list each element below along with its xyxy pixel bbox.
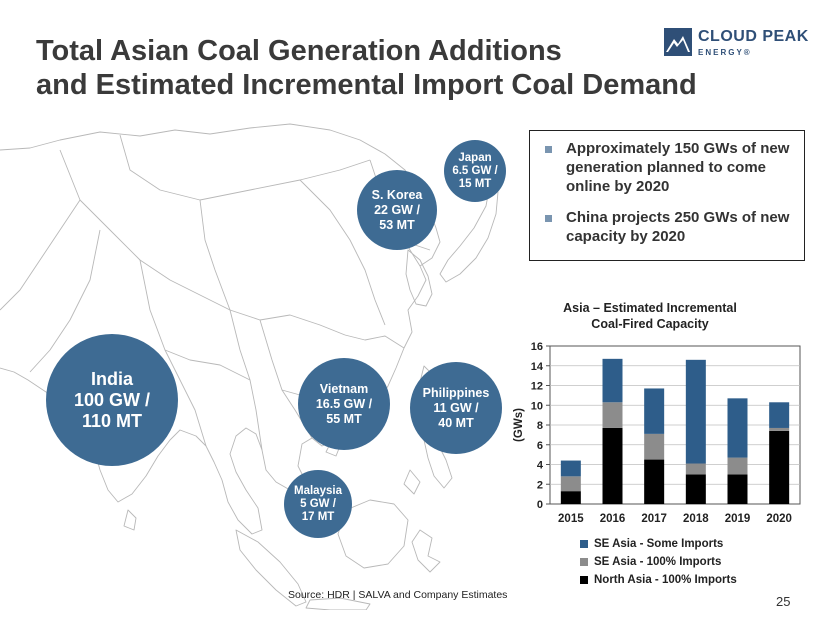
vietnam-name: Vietnam — [319, 381, 369, 396]
bar-segment — [769, 427, 790, 431]
y-tick-label: 4 — [537, 460, 544, 472]
x-tick-label: 2017 — [641, 513, 667, 525]
philippines-name: Philippines — [422, 385, 490, 400]
india-bubble: India 100 GW / 110 MT — [46, 334, 178, 466]
bar-segment — [685, 359, 706, 464]
x-tick-label: 2018 — [683, 513, 709, 525]
bar-segment — [560, 491, 581, 504]
bar-segment — [602, 358, 623, 403]
korea-bubble: S. Korea 22 GW / 53 MT — [357, 170, 437, 250]
bullet-square-icon — [545, 215, 552, 222]
y-tick-label: 0 — [537, 499, 543, 511]
borneo-outline — [337, 499, 409, 569]
y-axis-label: (GWs) — [513, 408, 525, 442]
bar-segment — [560, 476, 581, 492]
y-tick-label: 2 — [537, 479, 543, 491]
bar-segment — [602, 427, 623, 504]
mountain-logo-icon — [664, 28, 692, 56]
bar-segment — [769, 430, 790, 504]
korea-mt: 53 MT — [379, 217, 415, 232]
slide-title: Total Asian Coal Generation Additions an… — [36, 34, 806, 102]
bar-segment — [727, 398, 748, 458]
chart-legend: SE Asia - Some Imports SE Asia - 100% Im… — [580, 535, 737, 589]
slide-title-line-2: and Estimated Incremental Import Coal De… — [36, 69, 697, 101]
sri-lanka-outline — [123, 509, 137, 531]
bullet-text: Approximately 150 GWs of new generation … — [566, 140, 790, 195]
legend-item: SE Asia - 100% Imports — [580, 553, 737, 571]
x-tick-label: 2019 — [725, 513, 751, 525]
bar-segment — [727, 457, 748, 475]
x-tick-label: 2016 — [600, 513, 626, 525]
legend-swatch — [580, 540, 588, 548]
legend-item: SE Asia - Some Imports — [580, 535, 737, 553]
bar-segment — [602, 402, 623, 428]
philippines-mt: 40 MT — [438, 415, 474, 430]
x-tick-label: 2015 — [558, 513, 584, 525]
y-tick-label: 6 — [537, 440, 543, 452]
vietnam-mt: 55 MT — [326, 411, 362, 426]
vietnam-gw: 16.5 GW / — [315, 396, 373, 411]
malaysia-name: Malaysia — [294, 484, 342, 497]
y-tick-label: 12 — [531, 381, 543, 393]
japan-outline — [439, 169, 499, 283]
india-mt: 110 MT — [81, 410, 143, 431]
philippines-gw: 11 GW / — [433, 400, 479, 415]
logo-name: CLOUD PEAK — [698, 28, 809, 45]
y-tick-label: 10 — [531, 400, 543, 412]
legend-swatch — [580, 558, 588, 566]
korea-outline — [405, 249, 433, 307]
chart-title-line-1: Asia – Estimated Incremental — [563, 301, 737, 315]
capacity-bar-chart: 0 2 4 6 8 10 12 14 16 (GWs) 2015 2016 2017 2018 2019 20… — [513, 341, 801, 525]
slide-title-line-1: Total Asian Coal Generation Additions — [36, 35, 562, 67]
sumatra-outline — [235, 529, 307, 607]
company-logo: CLOUD PEAK ENERGY® — [664, 24, 814, 64]
malaysia-bubble: Malaysia 5 GW / 17 MT — [284, 470, 352, 538]
india-gw: 100 GW / — [73, 389, 151, 410]
malaysia-gw: 5 GW / — [300, 497, 336, 510]
legend-swatch — [580, 576, 588, 584]
bullet-square-icon — [545, 146, 552, 153]
y-tick-label: 8 — [537, 420, 543, 432]
bar-segment — [644, 388, 665, 434]
bar-segment — [769, 402, 790, 428]
korea-name: S. Korea — [371, 187, 423, 202]
bullet-item: China projects 250 GWs of new capacity b… — [540, 208, 794, 246]
page-number: 25 — [776, 594, 791, 609]
malaysia-mt: 17 MT — [301, 510, 335, 523]
japan-gw: 6.5 GW / — [452, 164, 498, 177]
bullet-item: Approximately 150 GWs of new generation … — [540, 139, 794, 196]
y-tick-label: 16 — [531, 341, 543, 353]
legend-label: SE Asia - Some Imports — [594, 538, 724, 550]
bar-segment — [644, 433, 665, 460]
japan-name: Japan — [458, 151, 492, 164]
legend-label: SE Asia - 100% Imports — [594, 556, 722, 568]
korea-gw: 22 GW / — [374, 202, 420, 217]
logo-subtitle: ENERGY® — [698, 48, 752, 57]
key-points-box: Approximately 150 GWs of new generation … — [529, 130, 805, 261]
x-tick-label: 2020 — [766, 513, 792, 525]
bar-segment — [685, 463, 706, 475]
japan-bubble: Japan 6.5 GW / 15 MT — [444, 140, 506, 202]
bar-segment — [560, 460, 581, 477]
bullet-text: China projects 250 GWs of new capacity b… — [566, 209, 790, 245]
philippines-bubble: Philippines 11 GW / 40 MT — [410, 362, 502, 454]
chart-title: Asia – Estimated Incremental Coal-Fired … — [560, 300, 740, 332]
y-tick-label: 14 — [531, 361, 544, 373]
legend-label: North Asia - 100% Imports — [594, 574, 737, 586]
bar-segment — [685, 474, 706, 504]
legend-item: North Asia - 100% Imports — [580, 571, 737, 589]
vietnam-bubble: Vietnam 16.5 GW / 55 MT — [298, 358, 390, 450]
japan-mt: 15 MT — [458, 177, 492, 190]
bar-segment — [644, 459, 665, 504]
source-note: Source: HDR | SALVA and Company Estimate… — [288, 589, 508, 601]
chart-title-line-2: Coal-Fired Capacity — [591, 317, 709, 331]
india-name: India — [90, 368, 133, 389]
bar-segment — [727, 474, 748, 504]
